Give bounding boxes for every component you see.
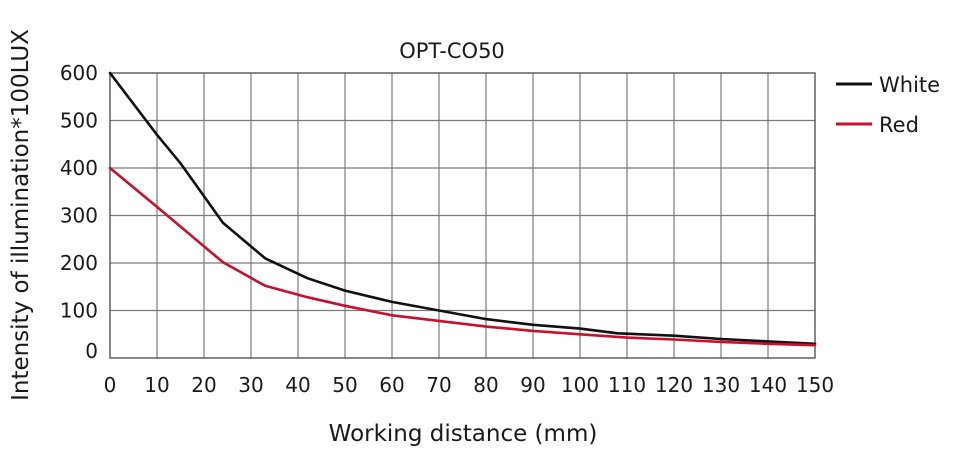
legend-label-white: White	[879, 73, 940, 97]
grid	[110, 73, 815, 358]
chart-title: OPT-CO50	[399, 39, 505, 63]
x-tick-labels: 0 10 20 30 40 50 60 70 80 90 100 110 120 130 140 150	[104, 373, 834, 397]
plot-frame	[109, 72, 816, 359]
series-lines	[108, 71, 817, 347]
y-tick-label: 500	[60, 109, 98, 133]
y-tick-label: 100	[60, 299, 98, 323]
series-line-white	[108, 71, 817, 346]
x-tick-label: 140	[749, 373, 787, 397]
legend-label-red: Red	[879, 113, 919, 137]
x-tick-label: 30	[238, 373, 263, 397]
x-tick-label: 70	[426, 373, 451, 397]
x-tick-label: 20	[191, 373, 216, 397]
legend: White Red	[836, 73, 940, 137]
x-axis-label: Working distance (mm)	[329, 421, 598, 447]
x-tick-label: 60	[379, 373, 404, 397]
series-line-red	[108, 166, 817, 347]
x-tick-label: 100	[561, 373, 599, 397]
y-axis-label: Intensity of illumination*100LUX	[8, 29, 34, 401]
y-tick-label: 300	[60, 204, 98, 228]
x-tick-label: 130	[702, 373, 740, 397]
x-tick-label: 0	[104, 373, 117, 397]
x-tick-label: 120	[655, 373, 693, 397]
x-tick-label: 80	[473, 373, 498, 397]
x-tick-label: 110	[608, 373, 646, 397]
y-tick-label: 600	[60, 61, 98, 85]
y-tick-label: 400	[60, 156, 98, 180]
x-tick-label: 50	[332, 373, 357, 397]
x-tick-label: 90	[520, 373, 545, 397]
y-tick-labels: 0 100 200 300 400 500 600	[60, 61, 98, 363]
x-tick-label: 150	[796, 373, 834, 397]
y-tick-label: 0	[85, 339, 98, 363]
x-tick-label: 10	[144, 373, 169, 397]
y-tick-label: 200	[60, 251, 98, 275]
x-tick-label: 40	[285, 373, 310, 397]
